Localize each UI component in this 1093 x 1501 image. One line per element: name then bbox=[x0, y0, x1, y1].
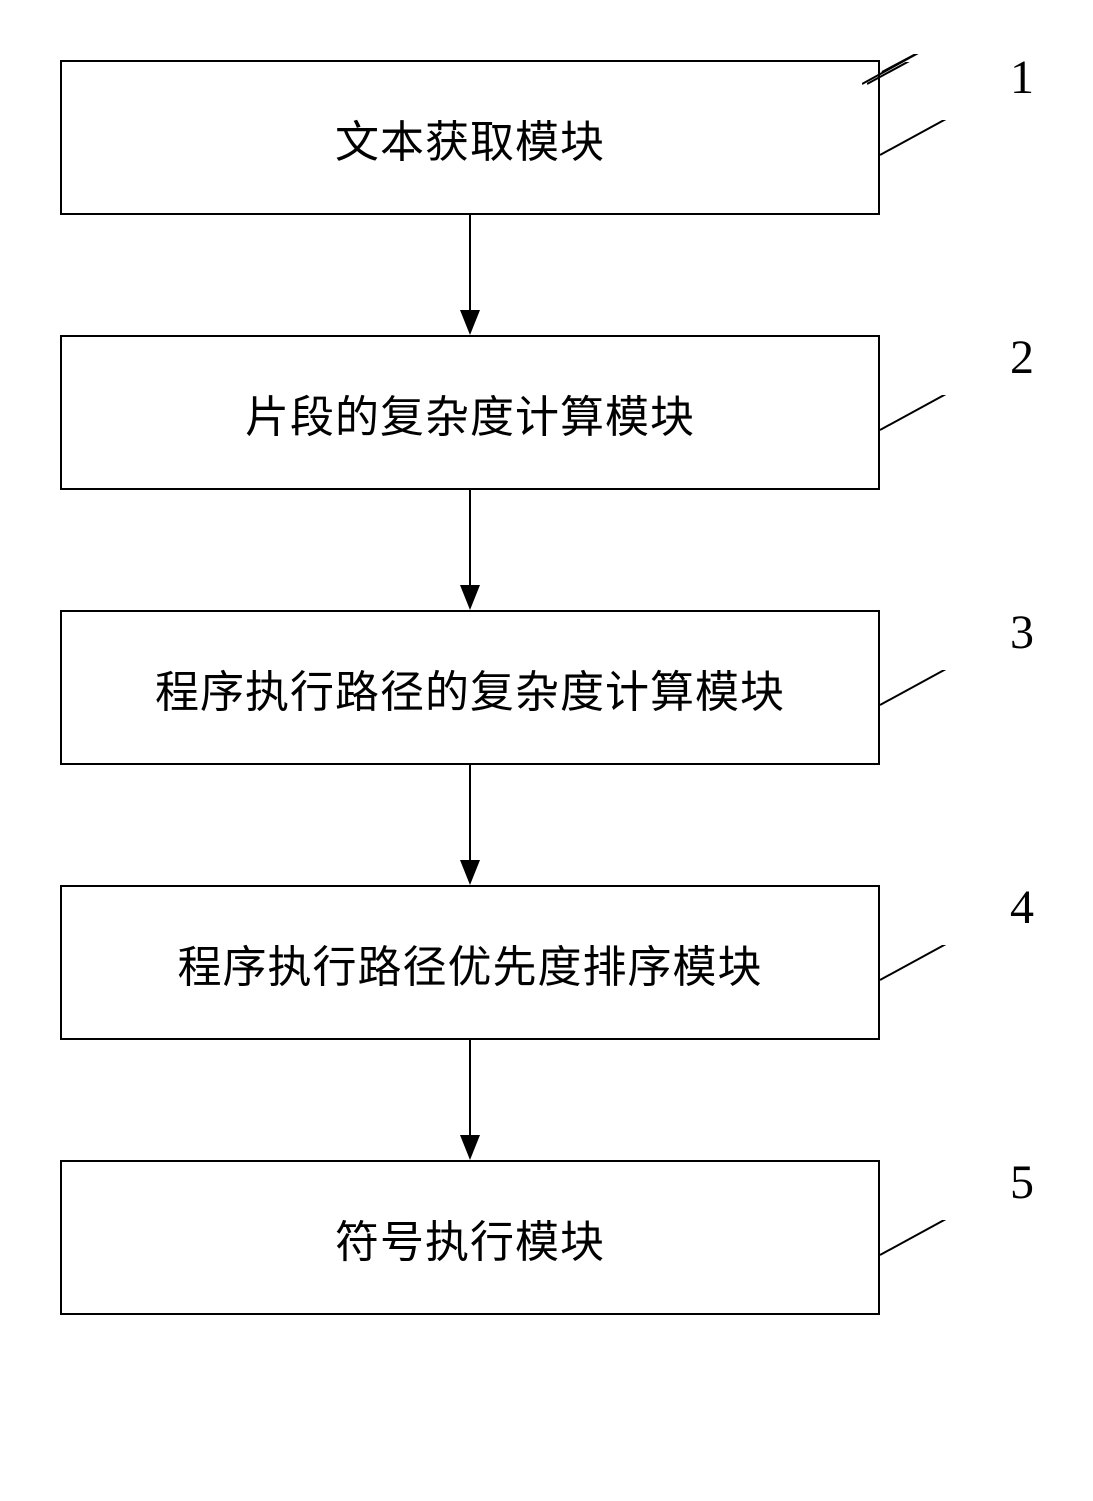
flow-box-4-label: 程序执行路径优先度排序模块 bbox=[178, 931, 763, 995]
leader-4 bbox=[880, 945, 1010, 1015]
flow-box-2-label: 片段的复杂度计算模块 bbox=[245, 381, 695, 445]
leader-2 bbox=[880, 395, 1010, 465]
flow-box-1-label: 文本获取模块 bbox=[335, 106, 605, 170]
flow-number-1: 1 bbox=[1010, 50, 1034, 105]
flow-number-5: 5 bbox=[1010, 1155, 1034, 1210]
arrow-3-4 bbox=[60, 765, 880, 885]
arrow-1-2 bbox=[60, 215, 880, 335]
flow-box-3: 程序执行路径的复杂度计算模块 bbox=[60, 610, 880, 765]
flow-box-3-label: 程序执行路径的复杂度计算模块 bbox=[155, 656, 785, 720]
flow-box-1: 文本获取模块 bbox=[60, 60, 880, 215]
leader-5 bbox=[880, 1220, 1010, 1290]
flow-number-3: 3 bbox=[1010, 605, 1034, 660]
flow-box-5-label: 符号执行模块 bbox=[335, 1206, 605, 1270]
flow-box-2: 片段的复杂度计算模块 bbox=[60, 335, 880, 490]
flow-number-2: 2 bbox=[1010, 330, 1034, 385]
flow-box-4: 程序执行路径优先度排序模块 bbox=[60, 885, 880, 1040]
arrow-4-5 bbox=[60, 1040, 880, 1160]
flowchart-container: 文本获取模块 1 片段的复杂度计算模块 2 程序执行路径的复杂度计算模块 bbox=[60, 60, 960, 1315]
arrow-2-3 bbox=[60, 490, 880, 610]
flow-number-4: 4 bbox=[1010, 880, 1034, 935]
flow-box-5: 符号执行模块 bbox=[60, 1160, 880, 1315]
leader-3 bbox=[880, 670, 1010, 740]
leader-1 bbox=[880, 120, 1010, 190]
